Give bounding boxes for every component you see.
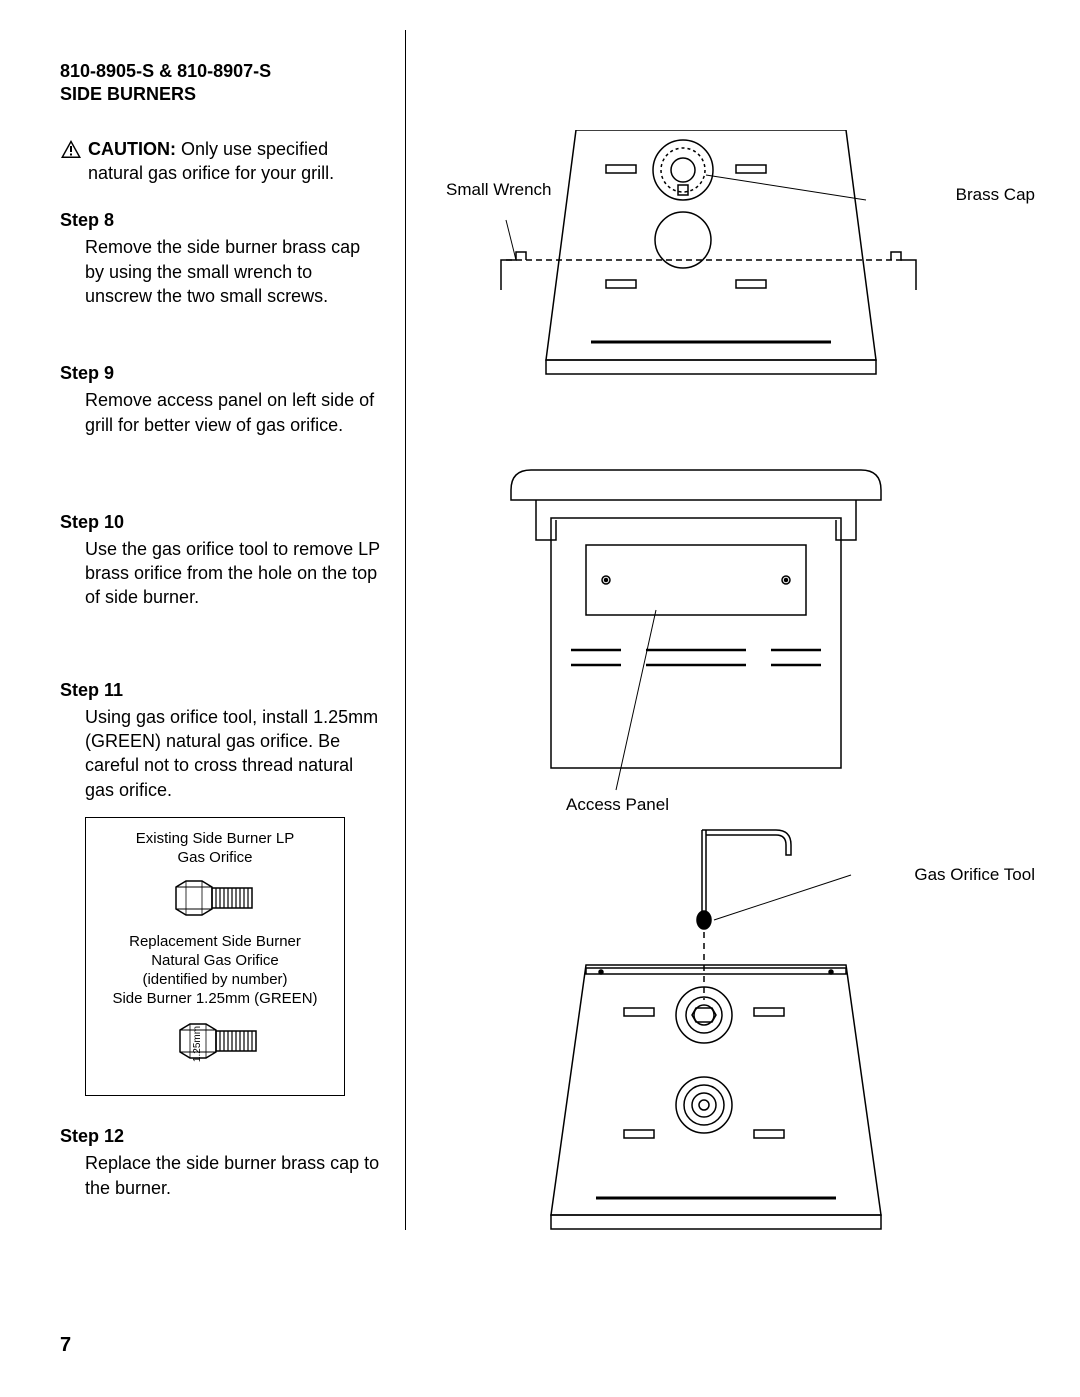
model-numbers: 810-8905-S & 810-8907-S <box>60 61 271 81</box>
orifice-comparison-box: Existing Side Burner LP Gas Orifice <box>85 817 345 1097</box>
left-column: 810-8905-S & 810-8907-S SIDE BURNERS CAU… <box>60 60 405 1280</box>
step-title: Step 8 <box>60 210 380 231</box>
step-body: Remove access panel on left side of gril… <box>85 388 380 437</box>
step-8: Step 8 Remove the side burner brass cap … <box>60 210 380 308</box>
lp-orifice-icon <box>170 873 260 923</box>
step-title: Step 12 <box>60 1126 380 1147</box>
label-brass-cap: Brass Cap <box>956 185 1035 205</box>
caution-label: CAUTION: <box>88 139 176 159</box>
step-body: Replace the side burner brass cap to the… <box>85 1151 380 1200</box>
label-small-wrench: Small Wrench <box>446 180 552 200</box>
step-9: Step 9 Remove access panel on left side … <box>60 363 380 437</box>
step-12: Step 12 Replace the side burner brass ca… <box>60 1126 380 1200</box>
orifice-tool-diagram-svg <box>446 820 966 1240</box>
caution-block: CAUTION: Only use specified natural gas … <box>60 137 380 186</box>
step-body: Remove the side burner brass cap by usin… <box>85 235 380 308</box>
step-title: Step 9 <box>60 363 380 384</box>
brass-cap-diagram-svg <box>446 130 966 410</box>
warning-triangle-icon <box>60 139 82 159</box>
section-title: SIDE BURNERS <box>60 84 196 104</box>
page-number: 7 <box>60 1334 71 1357</box>
svg-text:1.25mm: 1.25mm <box>192 1026 203 1062</box>
diagram-brass-cap: Small Wrench Brass Cap <box>446 130 1020 410</box>
step-11: Step 11 Using gas orifice tool, install … <box>60 680 380 802</box>
model-header: 810-8905-S & 810-8907-S SIDE BURNERS <box>60 60 380 107</box>
two-column-layout: 810-8905-S & 810-8907-S SIDE BURNERS CAU… <box>60 60 1020 1280</box>
replacement-orifice-label: Replacement Side Burner Natural Gas Orif… <box>98 933 332 1008</box>
caution-text: CAUTION: Only use specified natural gas … <box>88 137 380 186</box>
step-10: Step 10 Use the gas orifice tool to remo… <box>60 512 380 610</box>
manual-page: 810-8905-S & 810-8907-S SIDE BURNERS CAU… <box>0 0 1080 1397</box>
step-title: Step 10 <box>60 512 380 533</box>
step-body: Use the gas orifice tool to remove LP br… <box>85 537 380 610</box>
step-title: Step 11 <box>60 680 380 701</box>
access-panel-diagram-svg <box>446 460 946 820</box>
diagram-access-panel: Access Panel <box>446 460 1020 820</box>
existing-orifice-label: Existing Side Burner LP Gas Orifice <box>98 830 332 868</box>
label-access-panel: Access Panel <box>566 795 669 815</box>
ng-orifice-icon: 1.25mm <box>170 1014 260 1069</box>
right-column: Small Wrench Brass Cap <box>406 60 1020 1280</box>
label-gas-orifice-tool: Gas Orifice Tool <box>914 865 1035 885</box>
diagram-orifice-tool: Gas Orifice Tool <box>446 820 1020 1240</box>
step-body: Using gas orifice tool, install 1.25mm (… <box>85 705 380 802</box>
